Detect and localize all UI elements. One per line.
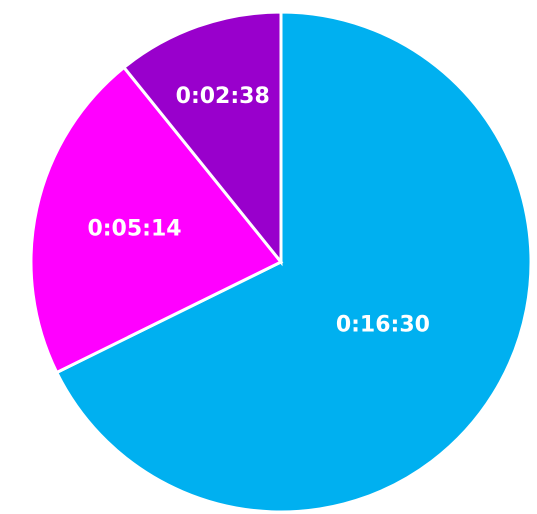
pie-labels: 0:16:30 0:05:14 0:02:38 <box>87 84 430 337</box>
pie-slice-2 <box>29 65 284 375</box>
pie-slice-label-3: 0:02:38 <box>176 84 270 109</box>
pie-slices <box>29 10 533 514</box>
pie-slice-label-1: 0:16:30 <box>336 312 430 337</box>
pie-slice-label-2: 0:05:14 <box>87 217 181 242</box>
pie-slice-3 <box>121 10 283 267</box>
pie-slice-1 <box>54 10 533 514</box>
